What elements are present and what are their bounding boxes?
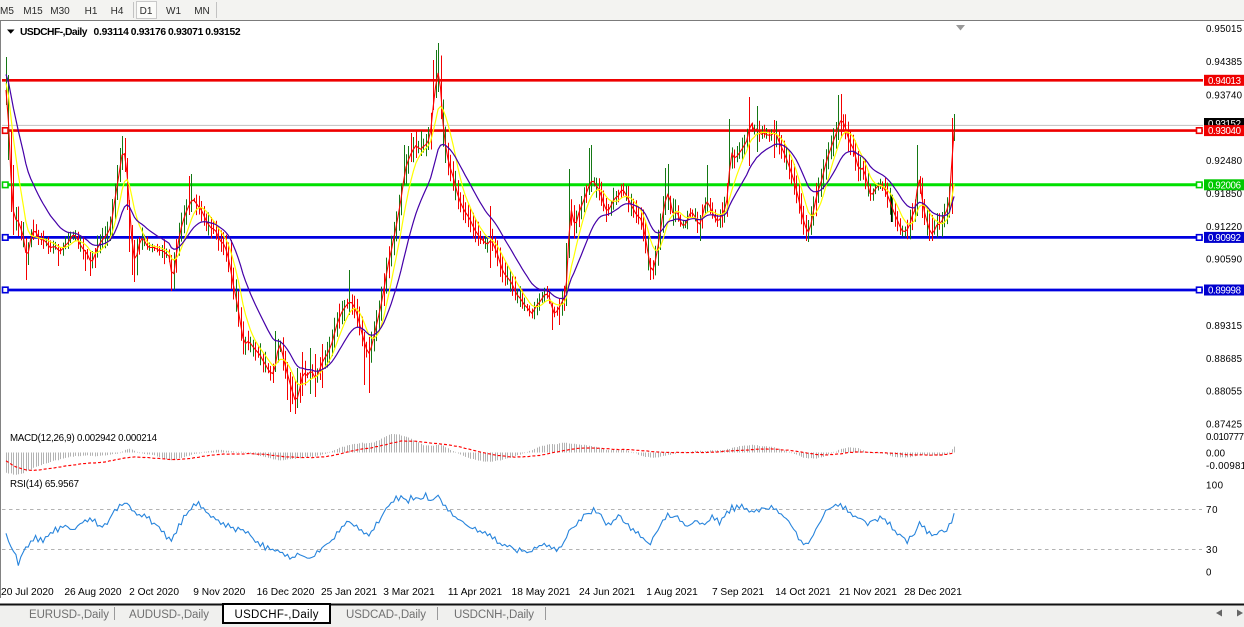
svg-text:M15: M15 [23, 6, 43, 17]
svg-text:0.89315: 0.89315 [1206, 321, 1242, 332]
svg-text:AUDUSD-,Daily: AUDUSD-,Daily [129, 609, 209, 621]
svg-text:20 Jul 2020: 20 Jul 2020 [1, 587, 54, 598]
svg-text:0.87425: 0.87425 [1206, 420, 1242, 431]
svg-text:0.93176: 0.93176 [131, 27, 167, 38]
svg-text:28 Dec 2021: 28 Dec 2021 [904, 587, 962, 598]
svg-text:100: 100 [1206, 481, 1224, 492]
svg-text:M30: M30 [50, 6, 70, 17]
svg-text:25 Jan 2021: 25 Jan 2021 [321, 587, 377, 598]
svg-text:USDCHF-,Daily: USDCHF-,Daily [235, 609, 319, 621]
svg-text:0.93071: 0.93071 [168, 27, 204, 38]
svg-text:0.94385: 0.94385 [1206, 57, 1242, 68]
svg-text:21 Nov 2021: 21 Nov 2021 [839, 587, 897, 598]
svg-text:2 Oct 2020: 2 Oct 2020 [129, 587, 179, 598]
svg-text:USDCNH-,Daily: USDCNH-,Daily [454, 609, 534, 621]
svg-text:9 Nov 2020: 9 Nov 2020 [193, 587, 245, 598]
svg-text:0.95015: 0.95015 [1206, 24, 1242, 35]
svg-text:0.92480: 0.92480 [1206, 156, 1243, 167]
svg-text:EURUSD-,Daily: EURUSD-,Daily [29, 609, 109, 621]
svg-text:0: 0 [1206, 568, 1212, 579]
svg-text:0.00: 0.00 [1206, 449, 1226, 460]
svg-text:H1: H1 [85, 6, 98, 17]
svg-text:3 Mar 2021: 3 Mar 2021 [383, 587, 435, 598]
svg-text:1 Aug 2021: 1 Aug 2021 [646, 587, 698, 598]
svg-text:14 Oct 2021: 14 Oct 2021 [775, 587, 831, 598]
svg-text:0.88055: 0.88055 [1206, 387, 1242, 398]
svg-text:0.90590: 0.90590 [1206, 255, 1243, 266]
svg-text:30: 30 [1206, 545, 1218, 556]
svg-text:0.91220: 0.91220 [1206, 222, 1243, 233]
svg-text:0.93152: 0.93152 [1208, 119, 1241, 130]
svg-text:0.010777: 0.010777 [1206, 432, 1244, 443]
svg-text:11 Apr 2021: 11 Apr 2021 [448, 587, 503, 598]
svg-text:0.93152: 0.93152 [205, 27, 241, 38]
svg-text:18 May 2021: 18 May 2021 [512, 587, 571, 598]
svg-text:USDCAD-,Daily: USDCAD-,Daily [346, 609, 426, 621]
svg-text:0.88685: 0.88685 [1206, 354, 1242, 365]
svg-text:26 Aug 2020: 26 Aug 2020 [64, 587, 122, 598]
svg-text:0.93040: 0.93040 [1208, 126, 1242, 137]
svg-text:24 Jun 2021: 24 Jun 2021 [579, 587, 635, 598]
svg-text:USDCHF-,Daily: USDCHF-,Daily [20, 27, 88, 38]
svg-text:M5: M5 [0, 6, 14, 17]
svg-text:70: 70 [1206, 505, 1218, 516]
svg-text:0.91850: 0.91850 [1206, 189, 1243, 200]
svg-text:0.94013: 0.94013 [1208, 76, 1241, 87]
svg-text:0.93740: 0.93740 [1206, 91, 1243, 102]
svg-text:-0.00981: -0.00981 [1206, 461, 1244, 472]
svg-text:H4: H4 [111, 6, 124, 17]
svg-text:MACD(12,26,9) 0.002942 0.00021: MACD(12,26,9) 0.002942 0.000214 [10, 433, 158, 444]
svg-text:MN: MN [194, 6, 210, 17]
svg-text:0.90992: 0.90992 [1208, 233, 1241, 244]
svg-text:RSI(14) 65.9567: RSI(14) 65.9567 [10, 479, 79, 490]
svg-text:D1: D1 [140, 6, 153, 17]
svg-text:16 Dec 2020: 16 Dec 2020 [257, 587, 315, 598]
svg-text:0.89998: 0.89998 [1208, 286, 1241, 297]
svg-text:0.92006: 0.92006 [1208, 180, 1241, 191]
svg-text:7 Sep 2021: 7 Sep 2021 [712, 587, 764, 598]
svg-text:W1: W1 [166, 6, 181, 17]
svg-text:0.93114: 0.93114 [94, 27, 130, 38]
